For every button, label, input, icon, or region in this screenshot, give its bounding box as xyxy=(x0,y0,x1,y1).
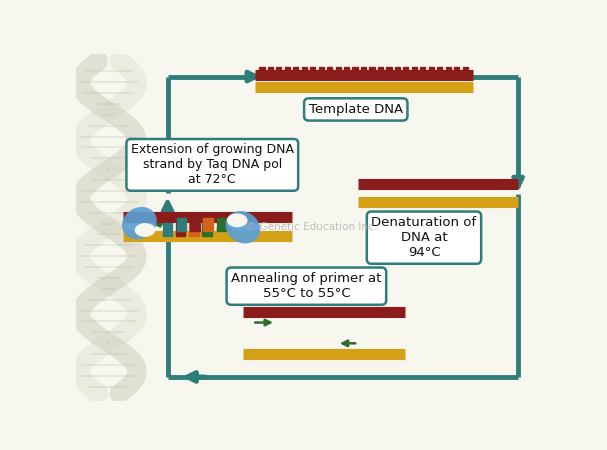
Bar xyxy=(446,67,451,73)
Text: Template DNA: Template DNA xyxy=(309,103,403,116)
Ellipse shape xyxy=(122,207,157,239)
Bar xyxy=(285,67,290,73)
Bar xyxy=(420,67,426,73)
Bar xyxy=(387,67,392,73)
Ellipse shape xyxy=(135,223,155,237)
Bar xyxy=(319,67,324,73)
Bar xyxy=(327,67,332,73)
Bar xyxy=(202,223,212,236)
Text: Annealing of primer at
55°C to 55°C: Annealing of primer at 55°C to 55°C xyxy=(231,272,382,300)
Bar xyxy=(190,217,200,231)
Bar xyxy=(361,67,366,73)
Bar xyxy=(454,67,459,73)
Bar xyxy=(412,67,417,73)
Bar xyxy=(217,217,226,231)
Bar xyxy=(302,67,307,73)
Bar xyxy=(370,67,375,73)
Bar xyxy=(203,217,213,231)
Ellipse shape xyxy=(226,211,260,243)
Bar xyxy=(395,67,400,73)
Bar xyxy=(344,67,349,73)
Bar xyxy=(463,67,468,73)
Text: Extension of growing DNA
strand by Taq DNA pol
at 72°C: Extension of growing DNA strand by Taq D… xyxy=(131,144,294,186)
Bar xyxy=(276,67,282,73)
Text: Denaturation of
DNA at
94°C: Denaturation of DNA at 94°C xyxy=(371,216,476,259)
Bar xyxy=(177,217,186,231)
Bar xyxy=(259,67,265,73)
Bar xyxy=(437,67,443,73)
Bar xyxy=(378,67,383,73)
Bar xyxy=(429,67,434,73)
Ellipse shape xyxy=(227,213,248,227)
Bar xyxy=(336,67,341,73)
Bar xyxy=(189,223,198,236)
Bar xyxy=(403,67,409,73)
Bar xyxy=(293,67,299,73)
Bar xyxy=(310,67,315,73)
Bar xyxy=(163,223,172,236)
Bar xyxy=(353,67,358,73)
Bar xyxy=(268,67,273,73)
Text: © Genetic Education Inc.: © Genetic Education Inc. xyxy=(245,222,377,232)
Bar xyxy=(176,223,186,236)
